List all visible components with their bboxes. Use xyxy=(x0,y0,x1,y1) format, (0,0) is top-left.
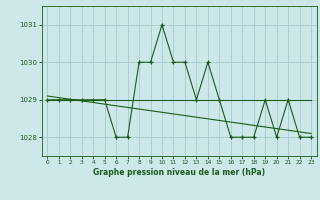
X-axis label: Graphe pression niveau de la mer (hPa): Graphe pression niveau de la mer (hPa) xyxy=(93,168,265,177)
